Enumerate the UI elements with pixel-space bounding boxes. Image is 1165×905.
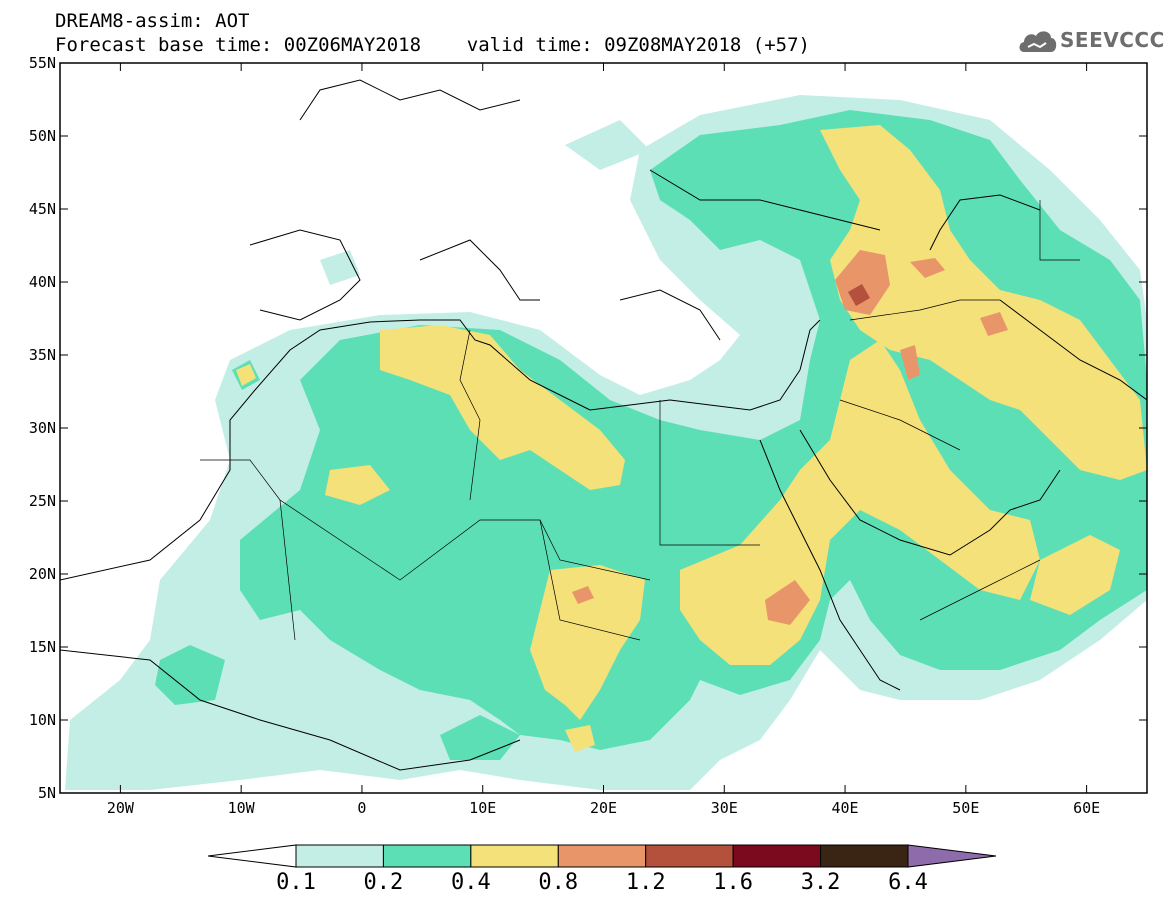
aot-contour-0.4-chad xyxy=(530,565,645,720)
colorbar-tick-label: 0.2 xyxy=(363,870,404,895)
lon-tick-label: 10W xyxy=(228,799,256,817)
colorbar-min-arrow xyxy=(207,844,297,868)
colorbar-cell xyxy=(382,844,472,868)
lat-axis: 55N 50N 45N 40N 35N 30N 25N 20N 15N 10N 5N xyxy=(29,54,1147,802)
aot-field xyxy=(60,63,1147,793)
aot-contour-0.8-iran xyxy=(980,312,1008,336)
colorbar-cell xyxy=(820,844,909,868)
colorbar-cell xyxy=(295,844,384,868)
aot-contour-0.8-sudan xyxy=(765,580,810,625)
lon-tick-label: 20E xyxy=(590,799,617,817)
aot-contour-0.4-morocco xyxy=(236,364,256,386)
coastlines xyxy=(60,79,1147,771)
colorbar-tick-label: 0.1 xyxy=(276,870,316,895)
aot-contour-0.2-west xyxy=(155,645,225,705)
aot-contour-0.4-sahara xyxy=(380,325,625,490)
lon-tick-label: 10E xyxy=(469,799,496,817)
aot-contour-0.4-oman xyxy=(1030,535,1120,615)
colorbar-tick-label: 0.4 xyxy=(450,870,491,895)
aot-contour-0.4-sahara-b xyxy=(325,465,390,505)
lat-tick-label: 25N xyxy=(29,492,56,510)
lat-tick-label: 30N xyxy=(29,419,56,437)
colorbar-tick-label: 6.4 xyxy=(888,870,928,895)
lat-tick-label: 35N xyxy=(29,346,56,364)
colorbar-tick-label: 3.2 xyxy=(800,870,841,895)
lon-tick-label: 0 xyxy=(357,799,366,817)
aot-contour-0.4-gulf xyxy=(565,725,595,752)
lat-tick-label: 5N xyxy=(38,784,56,802)
lon-tick-label: 40E xyxy=(832,799,859,817)
colorbar-tick-label: 1.2 xyxy=(625,870,666,895)
aot-contour-0.2-gulf xyxy=(440,715,520,760)
seevccc-logo: SEEVCCC xyxy=(1018,26,1164,56)
aot-contour-0.8-caucasus xyxy=(910,258,945,278)
chart-title: DREAM8-assim: AOT xyxy=(55,10,250,32)
borders xyxy=(200,200,1080,641)
lon-tick-label: 30E xyxy=(711,799,738,817)
aot-contour-0.1-iberia xyxy=(320,250,360,285)
logo-text: SEEVCCC xyxy=(1060,28,1165,52)
lat-tick-label: 15N xyxy=(29,638,56,656)
lat-tick-label: 55N xyxy=(29,54,56,72)
colorbar-tick-label: 0.8 xyxy=(538,870,579,895)
colorbar-tick-label: 1.6 xyxy=(713,870,754,895)
lon-axis: 20W 10W 0 10E 20E 30E 40E 50E 60E xyxy=(107,63,1100,817)
aot-contour-0.8-turkey xyxy=(835,250,890,315)
chart-subtitle: Forecast base time: 00Z06MAY2018 valid t… xyxy=(55,34,810,56)
colorbar-cell xyxy=(645,844,734,868)
cloud-logo-icon xyxy=(1019,31,1057,52)
aot-contour-0.8-iraq xyxy=(900,345,920,380)
lat-tick-label: 45N xyxy=(29,200,56,218)
lon-tick-label: 50E xyxy=(952,799,979,817)
aot-contour-0.1-north xyxy=(565,120,650,170)
lat-tick-label: 20N xyxy=(29,565,56,583)
lon-tick-label: 20W xyxy=(107,799,135,817)
colorbar-cell xyxy=(470,844,559,868)
aot-contour-0.8-chad xyxy=(572,586,594,604)
lat-tick-label: 10N xyxy=(29,711,56,729)
colorbar-cell xyxy=(557,844,647,868)
aot-contour-0.4-middle-east xyxy=(820,125,1147,480)
colorbar-cell xyxy=(732,844,822,868)
lon-tick-label: 60E xyxy=(1073,799,1100,817)
colorbar-max-arrow xyxy=(907,844,997,868)
aot-contour-0.4-sudan xyxy=(680,340,1040,665)
lat-tick-label: 40N xyxy=(29,273,56,291)
aot-contour-1.2-turkey xyxy=(848,284,870,306)
lat-tick-label: 50N xyxy=(29,127,56,145)
colorbar xyxy=(207,844,997,868)
